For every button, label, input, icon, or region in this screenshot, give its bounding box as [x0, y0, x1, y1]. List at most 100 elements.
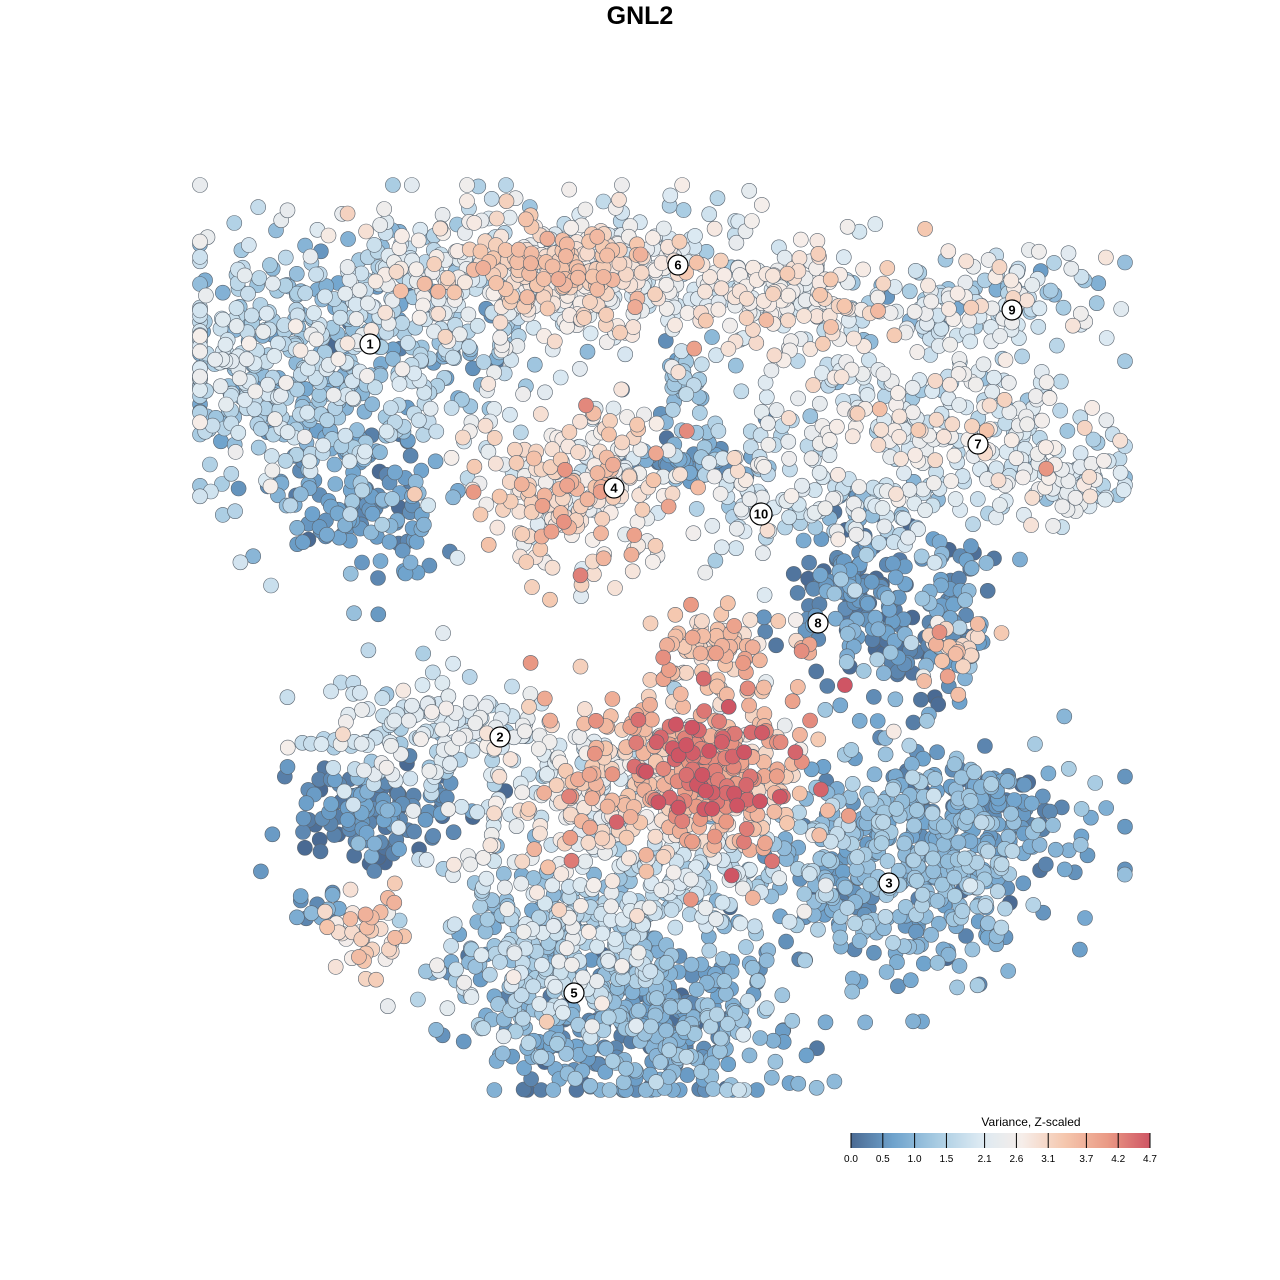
cell-point — [805, 377, 822, 393]
cell-point — [384, 491, 401, 507]
cell-point — [1040, 765, 1057, 782]
cell-point — [658, 300, 675, 317]
cell-point — [672, 686, 689, 702]
cell-point — [422, 400, 439, 417]
cell-point — [544, 559, 561, 576]
cell-point — [279, 202, 296, 219]
cell-point — [402, 554, 419, 571]
cell-point — [660, 498, 677, 515]
cell-point — [720, 341, 737, 357]
cell-point — [1073, 801, 1090, 817]
cell-point — [600, 1009, 617, 1026]
cell-point — [727, 357, 744, 374]
cell-point — [377, 304, 394, 321]
cell-point — [577, 853, 594, 870]
cell-point — [823, 319, 839, 335]
cell-point — [642, 963, 659, 980]
cell-point — [557, 461, 573, 478]
cell-point — [693, 1064, 710, 1080]
cell-point — [641, 899, 658, 916]
cell-point — [621, 850, 637, 867]
cell-point — [372, 444, 388, 461]
cell-point — [374, 690, 391, 706]
cell-point — [264, 462, 281, 479]
cell-point — [544, 877, 561, 894]
cell-point — [192, 488, 208, 505]
cell-point — [634, 501, 651, 518]
cell-point — [969, 616, 986, 632]
cell-point — [869, 713, 886, 729]
cell-point — [564, 956, 580, 973]
cell-point — [513, 476, 530, 493]
cell-point — [370, 570, 386, 586]
cell-point — [920, 277, 936, 294]
cell-point — [909, 344, 926, 360]
cell-point — [582, 1078, 598, 1094]
cell-point — [325, 760, 342, 776]
cell-point — [486, 430, 503, 446]
cell-point — [1060, 245, 1077, 261]
cell-point — [342, 506, 359, 523]
cell-point — [954, 903, 971, 919]
cell-point — [741, 697, 757, 714]
cell-point — [1028, 388, 1044, 404]
cell-point — [749, 972, 766, 989]
cell-point — [580, 924, 597, 940]
cell-point — [628, 1018, 644, 1034]
cell-point — [887, 691, 904, 708]
cell-point — [797, 952, 813, 969]
cell-point — [771, 870, 788, 887]
cell-point — [483, 191, 500, 207]
cell-point — [547, 978, 564, 995]
cell-point — [542, 712, 559, 729]
cell-point — [263, 577, 279, 594]
cell-point — [728, 234, 745, 251]
cell-point — [367, 379, 383, 396]
cell-point — [578, 397, 594, 414]
cell-point — [691, 405, 708, 421]
cell-point — [653, 882, 670, 898]
cell-point — [379, 802, 396, 819]
cell-point — [685, 525, 702, 542]
cell-point — [498, 177, 514, 193]
cell-point — [604, 1053, 621, 1069]
cell-point — [539, 766, 555, 782]
cell-point — [683, 871, 699, 888]
cell-point — [456, 974, 473, 991]
cell-point — [481, 966, 498, 983]
cell-point — [553, 866, 570, 882]
cell-point — [420, 497, 437, 514]
cell-point — [810, 246, 827, 262]
cell-point — [670, 364, 687, 381]
cell-point — [780, 410, 797, 426]
cell-point — [337, 285, 354, 302]
cell-point — [492, 314, 509, 331]
cell-point — [923, 926, 939, 943]
cell-point — [192, 249, 208, 265]
cell-point — [642, 696, 658, 713]
cell-point — [325, 387, 342, 403]
cell-point — [1098, 412, 1115, 429]
cell-point — [589, 465, 606, 482]
cell-point — [604, 766, 621, 783]
cell-point — [562, 829, 579, 846]
cell-point — [964, 941, 981, 958]
cell-point — [533, 1049, 549, 1065]
cell-point — [835, 249, 852, 266]
cell-point — [790, 390, 806, 407]
cell-point — [885, 723, 902, 740]
cell-point — [673, 343, 690, 359]
cell-point — [697, 900, 714, 916]
cell-point — [323, 796, 339, 812]
cell-point — [530, 741, 547, 757]
cell-point — [218, 396, 234, 413]
cell-point — [878, 964, 895, 980]
cell-point — [645, 230, 661, 246]
cell-point — [957, 592, 974, 609]
cell-point — [647, 286, 663, 303]
cell-point — [925, 787, 942, 804]
cell-point — [604, 691, 621, 707]
cell-point — [540, 859, 556, 876]
cell-point — [410, 991, 426, 1008]
cell-point — [672, 466, 688, 483]
